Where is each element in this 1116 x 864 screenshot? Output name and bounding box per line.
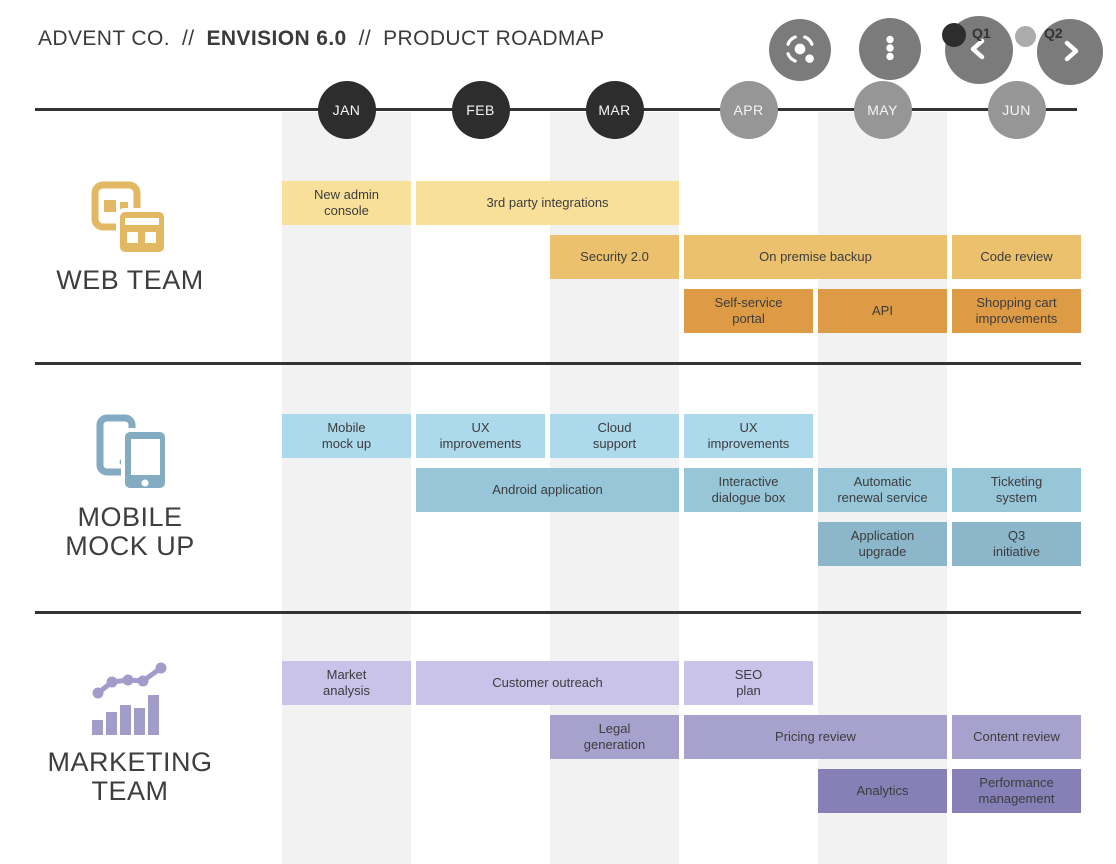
focus-view-button[interactable] xyxy=(769,19,831,81)
month-marker-apr: APR xyxy=(719,81,778,139)
bar-interactive[interactable]: Interactive dialogue box xyxy=(684,468,813,512)
quarter-2-label: Q2 xyxy=(1044,25,1063,41)
title-company: ADVENT CO. xyxy=(38,27,170,50)
month-marker-mar: MAR xyxy=(585,81,644,139)
quarter-2-indicator-dot[interactable] xyxy=(1015,26,1036,47)
bar-api[interactable]: API xyxy=(818,289,947,333)
browser-windows-icon xyxy=(90,180,178,263)
quarter-1-indicator-dot[interactable] xyxy=(942,23,966,47)
column-stripe-jan xyxy=(282,112,411,864)
bar-market[interactable]: Market analysis xyxy=(282,661,411,705)
team-label-web: WEB TEAM xyxy=(56,265,204,295)
timeline-axis xyxy=(35,108,1077,111)
bar-analytics[interactable]: Analytics xyxy=(818,769,947,813)
title-separator: // xyxy=(181,27,195,50)
bar-application[interactable]: Application upgrade xyxy=(818,522,947,566)
bar-security-2-0[interactable]: Security 2.0 xyxy=(550,235,679,279)
next-quarter-button[interactable] xyxy=(1037,19,1103,85)
team-label-marketing: MARKETING TEAM xyxy=(47,747,213,806)
bar-new-admin[interactable]: New admin console xyxy=(282,181,411,225)
bar-automatic[interactable]: Automatic renewal service xyxy=(818,468,947,512)
smartphones-icon xyxy=(95,414,175,499)
kebab-menu-icon xyxy=(874,32,906,67)
title-subtitle: PRODUCT ROADMAP xyxy=(383,27,605,50)
bar-ux[interactable]: UX improvements xyxy=(684,414,813,458)
bar-performance[interactable]: Performance management xyxy=(952,769,1081,813)
chevron-right-icon xyxy=(1055,36,1085,69)
bar-mobile[interactable]: Mobile mock up xyxy=(282,414,411,458)
bar-cloud[interactable]: Cloud support xyxy=(550,414,679,458)
bar-seo[interactable]: SEO plan xyxy=(684,661,813,705)
month-marker-feb: FEB xyxy=(451,81,510,139)
chevron-left-icon xyxy=(964,34,994,67)
quarter-1-label: Q1 xyxy=(972,25,991,41)
bar-on-premise-backup[interactable]: On premise backup xyxy=(684,235,947,279)
more-options-button[interactable] xyxy=(859,18,921,80)
bar-ticketing[interactable]: Ticketing system xyxy=(952,468,1081,512)
month-marker-jun: JUN xyxy=(987,81,1046,139)
section-divider xyxy=(35,362,1081,365)
bar-ux[interactable]: UX improvements xyxy=(416,414,545,458)
bar-content-review[interactable]: Content review xyxy=(952,715,1081,759)
page-title: ADVENT CO. // ENVISION 6.0 // PRODUCT RO… xyxy=(38,27,605,51)
bar-code-review[interactable]: Code review xyxy=(952,235,1081,279)
month-marker-jan: JAN xyxy=(317,81,376,139)
title-product: ENVISION 6.0 xyxy=(206,27,347,50)
bar-shopping-cart[interactable]: Shopping cart improvements xyxy=(952,289,1081,333)
section-divider xyxy=(35,611,1081,614)
title-separator: // xyxy=(358,27,372,50)
growth-chart-icon xyxy=(91,654,169,741)
bar-3rd-party-integrations[interactable]: 3rd party integrations xyxy=(416,181,679,225)
center-focus-icon xyxy=(784,33,816,68)
month-marker-may: MAY xyxy=(853,81,912,139)
bar-customer-outreach[interactable]: Customer outreach xyxy=(416,661,679,705)
bar-pricing-review[interactable]: Pricing review xyxy=(684,715,947,759)
team-label-mobile: MOBILE MOCK UP xyxy=(65,502,195,561)
bar-self-service[interactable]: Self-service portal xyxy=(684,289,813,333)
bar-q3[interactable]: Q3 initiative xyxy=(952,522,1081,566)
bar-android-application[interactable]: Android application xyxy=(416,468,679,512)
bar-legal[interactable]: Legal generation xyxy=(550,715,679,759)
